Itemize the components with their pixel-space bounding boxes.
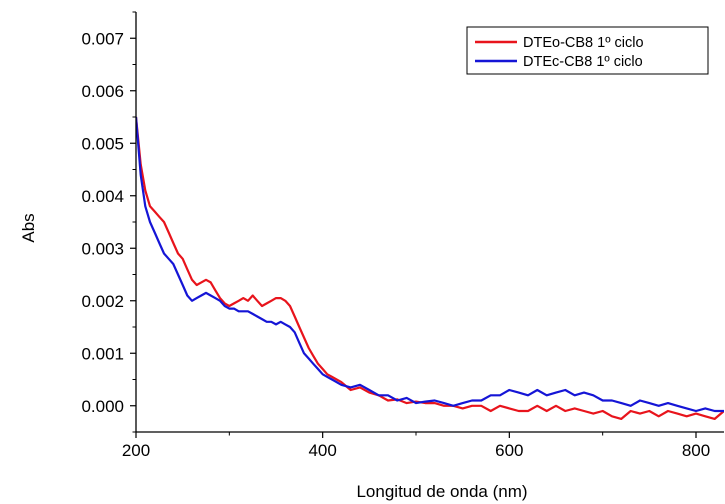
x-tick-label: 200 — [122, 441, 150, 460]
legend-label-2: DTEc-CB8 1º ciclo — [523, 54, 643, 70]
x-axis-title: Longitud de onda (nm) — [356, 482, 527, 501]
legend: DTEo-CB8 1º ciclo DTEc-CB8 1º ciclo — [466, 26, 709, 75]
legend-box — [466, 26, 709, 75]
y-tick-label: 0.005 — [81, 134, 124, 153]
y-tick-label: 0.006 — [81, 82, 124, 101]
series-line-2 — [136, 116, 724, 413]
axes-group — [135, 12, 724, 433]
y-tick-label: 0.004 — [81, 187, 124, 206]
y-tick-label: 0.001 — [81, 344, 124, 363]
y-tick-label: 0.002 — [81, 292, 124, 311]
y-axis-title: Abs — [19, 213, 38, 242]
ticks-group: 200 400 600 800 0.000 0.001 0.002 0.003 0.004 0.0… — [81, 11, 710, 460]
plot-series-group — [136, 116, 724, 420]
x-tick-label: 800 — [682, 441, 710, 460]
y-tick-label: 0.000 — [81, 397, 124, 416]
series-line-1 — [136, 116, 724, 420]
legend-label-1: DTEo-CB8 1º ciclo — [523, 35, 644, 51]
y-tick-label: 0.007 — [81, 29, 124, 48]
x-tick-label: 400 — [308, 441, 336, 460]
x-tick-label: 600 — [495, 441, 523, 460]
y-tick-label: 0.003 — [81, 239, 124, 258]
